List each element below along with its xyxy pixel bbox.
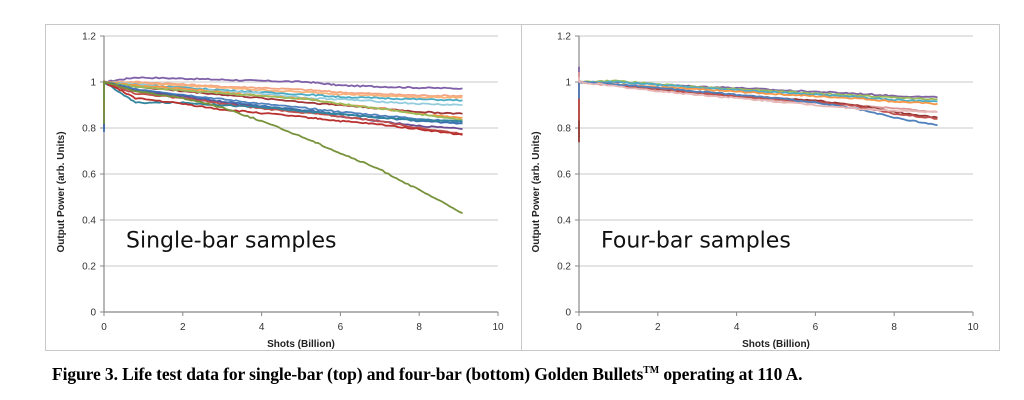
caption-trademark: TM — [643, 365, 660, 377]
y-tick-label: 1 — [90, 78, 96, 89]
x-axis-title: Shots (Billion) — [742, 339, 810, 350]
series-line-teal — [578, 80, 938, 116]
series-line-teal-dark — [103, 80, 463, 122]
x-tick-label: 8 — [416, 322, 422, 333]
chart-panel-four-bar: 0 0.2 0.4 0.6 0.8 1 1.2 0 2 4 6 8 10 Shots (Billion) O… — [521, 24, 1000, 351]
y-axis-title: Output Power (arb. Units) — [531, 131, 542, 252]
caption-suffix: operating at 110 A. — [659, 364, 803, 384]
figure-caption: Figure 3. Life test data for single-bar … — [52, 364, 803, 385]
chart-single-bar: 0 0.2 0.4 0.6 0.8 1 1.2 0 2 4 6 8 10 Shots (Billion) O… — [56, 32, 504, 351]
y-tick-label: 0 — [565, 308, 571, 319]
x-tick-label: 8 — [891, 322, 897, 333]
y-tick-label: 0.2 — [557, 262, 571, 273]
y-tick-label: 0.6 — [557, 170, 571, 181]
y-tick-label: 0.2 — [82, 262, 96, 273]
y-tick-label: 0.8 — [557, 124, 571, 135]
x-tick-label: 0 — [576, 322, 582, 333]
y-tick-label: 0.4 — [557, 216, 571, 227]
series-line-peach — [103, 80, 463, 127]
x-tick-label: 6 — [338, 322, 344, 333]
y-tick-label: 0.8 — [82, 124, 96, 135]
y-tick-label: 1.2 — [82, 32, 96, 43]
x-tick-label: 2 — [655, 322, 661, 333]
series-line-purple-top — [103, 76, 463, 92]
y-tick-label: 1.2 — [557, 32, 571, 43]
panel-annotation: Single-bar samples — [126, 229, 337, 254]
panel-annotation: Four-bar samples — [601, 229, 791, 254]
x-tick-label: 4 — [259, 322, 265, 333]
series-line-green-degrading — [103, 80, 463, 214]
x-tick-label: 10 — [492, 322, 504, 333]
chart-panel-single-bar: 0 0.2 0.4 0.6 0.8 1 1.2 0 2 4 6 8 10 Shots (Billion) O… — [45, 24, 522, 351]
series-line-orange-light — [103, 80, 463, 116]
caption-text: Figure 3. Life test data for single-bar … — [52, 364, 644, 384]
x-tick-label: 6 — [813, 322, 819, 333]
series-line-red-2 — [103, 80, 463, 136]
y-tick-label: 0 — [90, 308, 96, 319]
series-line-blue-2 — [103, 81, 463, 132]
series-line-blue — [578, 80, 938, 127]
y-axis-title: Output Power (arb. Units) — [56, 131, 67, 252]
chart-four-bar: 0 0.2 0.4 0.6 0.8 1 1.2 0 2 4 6 8 10 Shots (Billion) O… — [531, 32, 979, 351]
y-tick-label: 1 — [565, 78, 571, 89]
series-line-light-pink — [578, 77, 938, 114]
series-line-olive-green — [103, 81, 463, 121]
x-tick-label: 0 — [101, 322, 107, 333]
x-tick-label: 10 — [967, 322, 979, 333]
x-axis-title: Shots (Billion) — [267, 339, 335, 350]
y-tick-label: 0.4 — [82, 216, 96, 227]
x-tick-label: 2 — [180, 322, 186, 333]
y-tick-label: 0.6 — [82, 170, 96, 181]
series-line-red-1 — [103, 80, 463, 135]
x-tick-label: 4 — [734, 322, 740, 333]
